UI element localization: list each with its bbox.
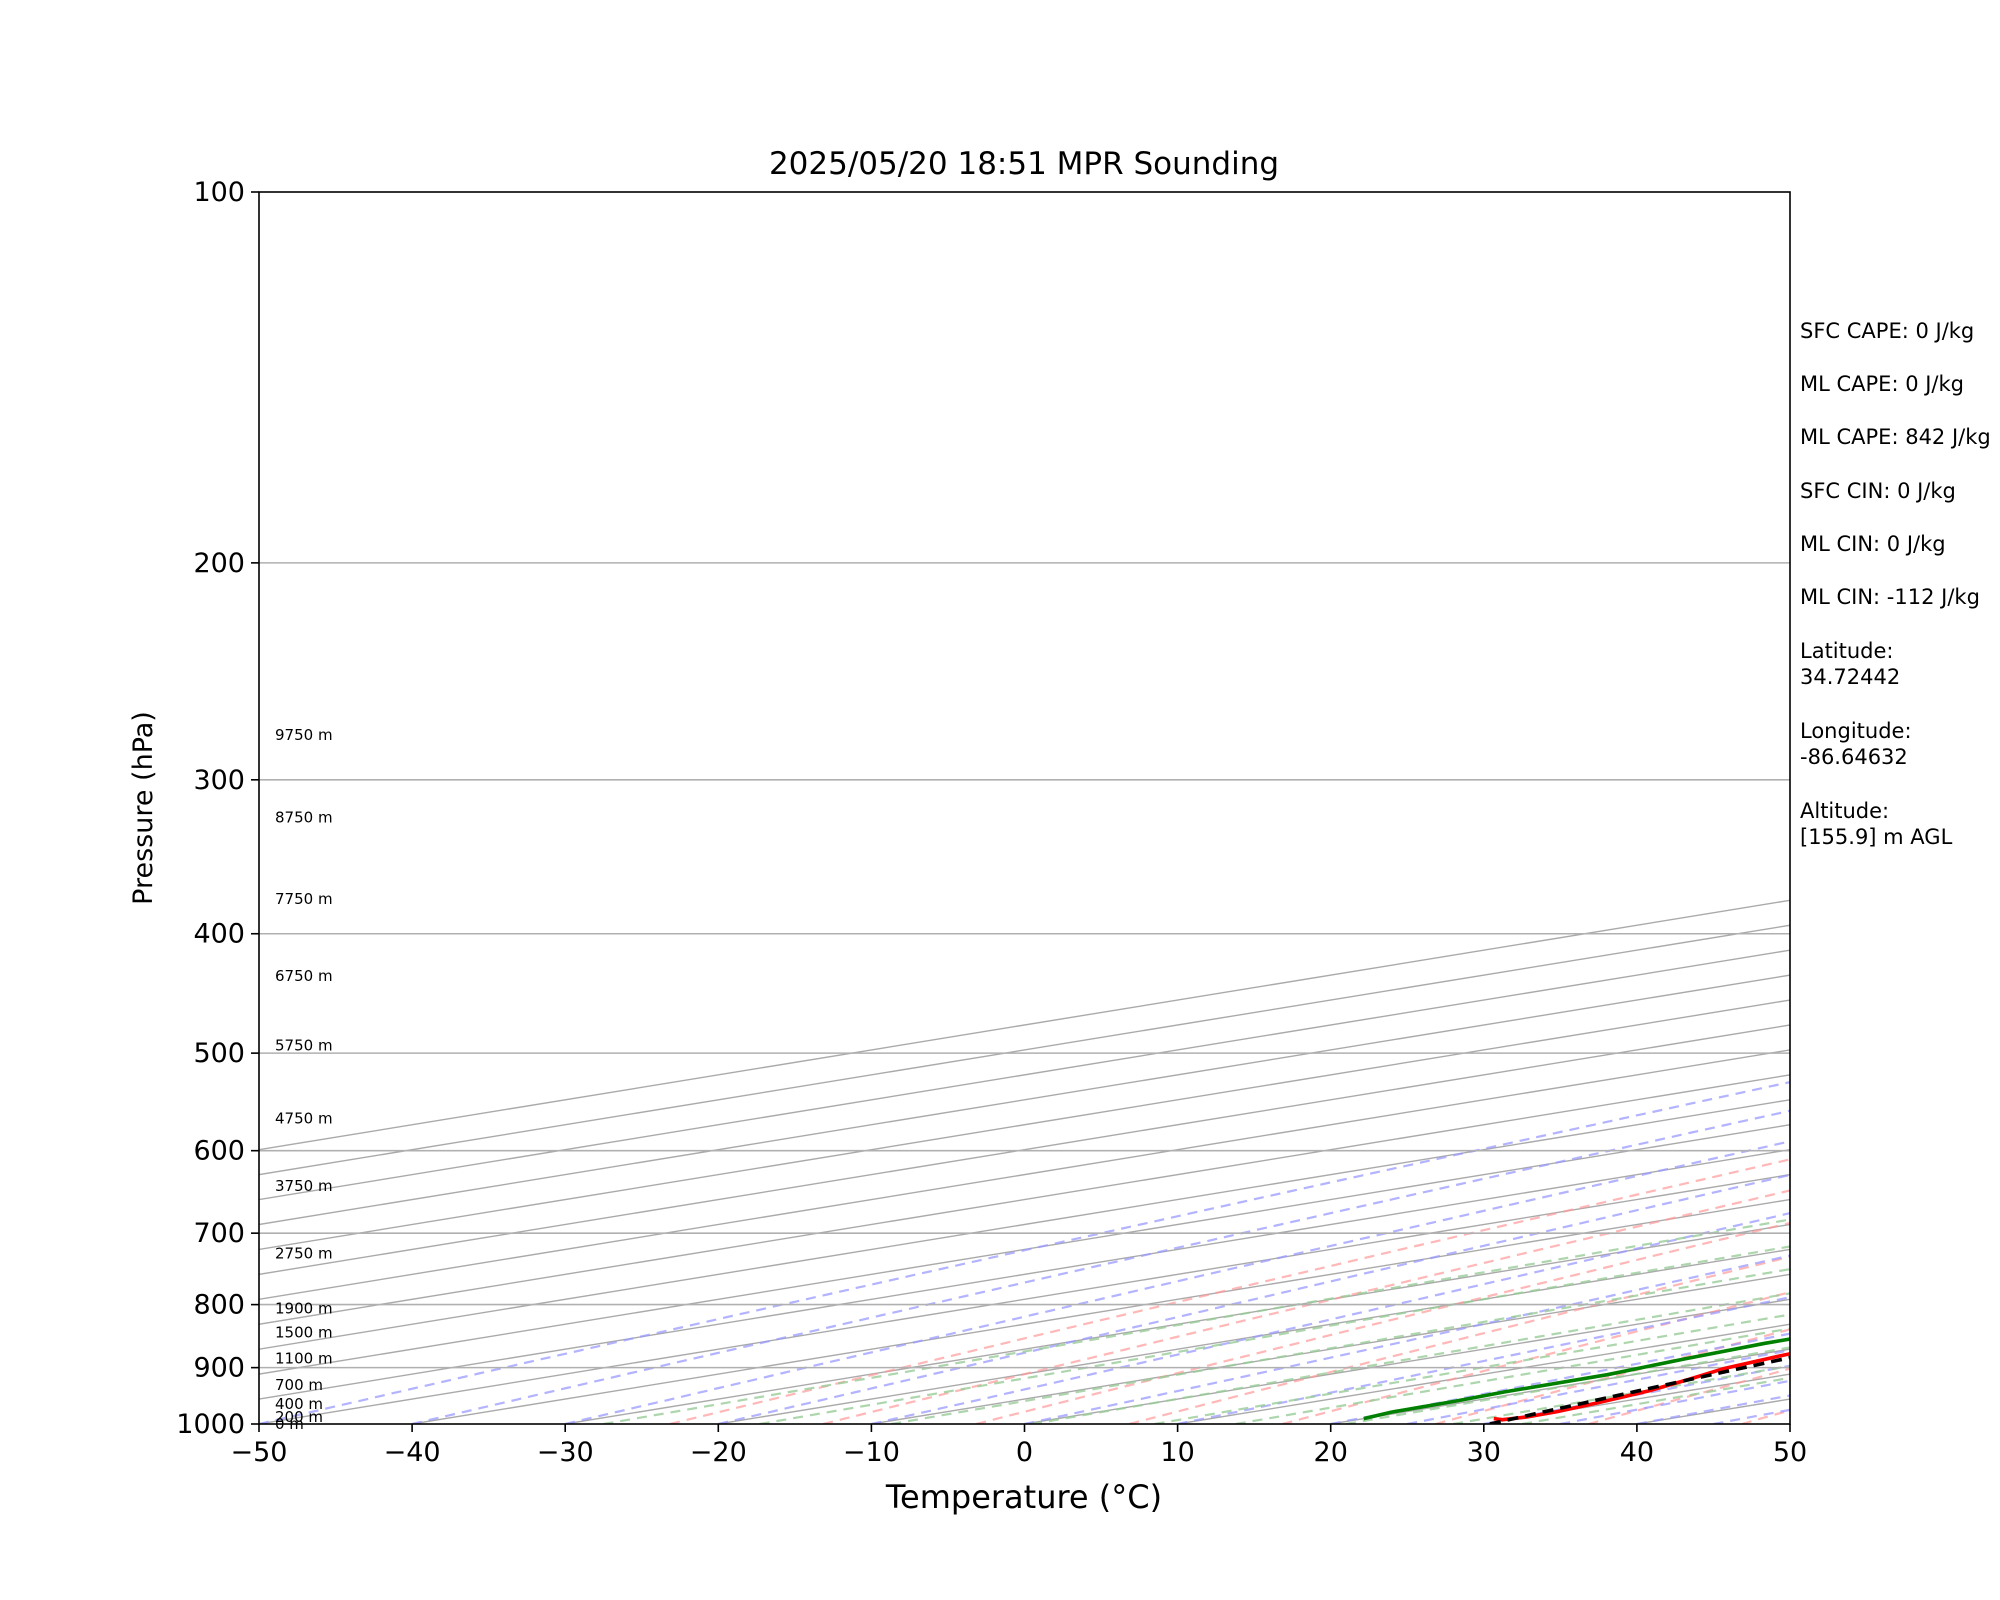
moist-adiabat-line bbox=[564, 1140, 1790, 1424]
y-tick-label: 200 bbox=[193, 548, 245, 579]
isotherm-line bbox=[259, 999, 1790, 1251]
stat-ml-cape: ML CAPE: 0 J/kg bbox=[1800, 372, 1964, 396]
height-label: 1500 m bbox=[275, 1324, 333, 1342]
moist-adiabat-line bbox=[1177, 1296, 1790, 1424]
x-axis-ticks: −50 −40 −30 −20 −10 0 10 20 30 40 50 bbox=[231, 1424, 1807, 1468]
y-axis-ticks: 100 200 300 400 500 600 700 800 900 1000 bbox=[176, 177, 259, 1440]
isotherm-line bbox=[259, 1074, 1790, 1325]
mixing-ratio-line bbox=[603, 1218, 1790, 1424]
y-tick-label: 700 bbox=[193, 1218, 245, 1249]
moist-adiabat-line bbox=[871, 1211, 1790, 1424]
x-tick-label: 0 bbox=[1016, 1437, 1033, 1468]
y-tick-label: 300 bbox=[193, 765, 245, 796]
height-label: 200 m bbox=[275, 1408, 323, 1426]
stat-sfc-cape: SFC CAPE: 0 J/kg bbox=[1800, 319, 1974, 343]
height-label: 9750 m bbox=[275, 726, 333, 744]
mixing-ratio-line bbox=[759, 1245, 1790, 1424]
y-tick-label: 600 bbox=[193, 1136, 245, 1167]
height-label: 1100 m bbox=[275, 1350, 333, 1368]
x-tick-label: −30 bbox=[537, 1437, 594, 1468]
y-tick-label: 400 bbox=[193, 919, 245, 950]
moist-adiabat-line bbox=[259, 1080, 1790, 1424]
height-label: 0 m bbox=[275, 1415, 304, 1433]
x-tick-label: 10 bbox=[1160, 1437, 1194, 1468]
longitude-value: -86.64632 bbox=[1800, 745, 1908, 769]
isotherm-line bbox=[259, 1099, 1790, 1350]
height-label: 7750 m bbox=[275, 890, 333, 908]
altitude-value: [155.9] m AGL bbox=[1800, 825, 1953, 849]
dry-adiabat-line bbox=[1282, 1291, 1790, 1424]
isotherm-line bbox=[259, 1148, 1790, 1400]
stat-ml-cin: ML CIN: 0 J/kg bbox=[1800, 532, 1946, 556]
height-label: 5750 m bbox=[275, 1037, 333, 1055]
mixing-ratio-line bbox=[1031, 1292, 1790, 1424]
x-tick-label: −20 bbox=[690, 1437, 747, 1468]
stat-ml-cin-2: ML CIN: -112 J/kg bbox=[1800, 585, 1980, 609]
y-tick-label: 900 bbox=[193, 1353, 245, 1384]
x-tick-label: −10 bbox=[843, 1437, 900, 1468]
height-label: 6750 m bbox=[275, 967, 333, 985]
x-tick-label: 50 bbox=[1773, 1437, 1807, 1468]
latitude-value: 34.72442 bbox=[1800, 665, 1900, 689]
y-axis-label: Pressure (hPa) bbox=[128, 711, 159, 905]
moist-adiabat-line bbox=[1024, 1254, 1790, 1424]
mixing-ratio-line bbox=[1154, 1313, 1790, 1424]
x-tick-label: 30 bbox=[1467, 1437, 1501, 1468]
mixing-ratio-line bbox=[1235, 1327, 1790, 1424]
dry-adiabat-line bbox=[822, 1189, 1790, 1424]
latitude-label: Latitude: bbox=[1800, 639, 1894, 663]
height-label: 1900 m bbox=[275, 1300, 333, 1318]
y-tick-label: 1000 bbox=[176, 1409, 245, 1440]
y-tick-label: 500 bbox=[193, 1038, 245, 1069]
moist-adiabat-line bbox=[411, 1109, 1790, 1424]
mixing-ratio-line bbox=[1521, 1376, 1790, 1424]
isotherm-line bbox=[259, 974, 1790, 1226]
height-label: 4750 m bbox=[275, 1110, 333, 1128]
pressure-grid bbox=[259, 562, 1790, 1369]
plot-frame bbox=[258, 191, 1791, 1425]
stats-panel: SFC CAPE: 0 J/kg ML CAPE: 0 J/kg ML CAPE… bbox=[1800, 319, 1991, 849]
height-label: 2750 m bbox=[275, 1244, 333, 1262]
chart-title: 2025/05/20 18:51 MPR Sounding bbox=[769, 146, 1279, 182]
isotherm-line bbox=[259, 1024, 1790, 1276]
y-tick-label: 100 bbox=[193, 177, 245, 208]
altitude-label: Altitude: bbox=[1800, 799, 1889, 823]
isotherm-line bbox=[411, 1198, 1790, 1424]
temperature-profile-line bbox=[1493, 1352, 1790, 1422]
x-tick-label: −40 bbox=[384, 1437, 441, 1468]
sounding-profiles bbox=[1363, 1337, 1790, 1424]
dry-adiabat-line bbox=[976, 1221, 1790, 1424]
isotherm-line bbox=[259, 1049, 1790, 1301]
x-tick-label: −50 bbox=[231, 1437, 288, 1468]
longitude-label: Longitude: bbox=[1800, 719, 1912, 743]
x-tick-label: 20 bbox=[1314, 1437, 1348, 1468]
height-label: 400 m bbox=[275, 1395, 323, 1413]
x-axis-label: Temperature (°C) bbox=[885, 1478, 1162, 1516]
x-tick-label: 40 bbox=[1620, 1437, 1654, 1468]
isotherm-line bbox=[259, 1124, 1790, 1375]
background-lines bbox=[259, 899, 1790, 1424]
height-label: 700 m bbox=[275, 1376, 323, 1394]
stat-ml-cape-2: ML CAPE: 842 J/kg bbox=[1800, 425, 1991, 449]
stat-sfc-cin: SFC CIN: 0 J/kg bbox=[1800, 479, 1956, 503]
y-tick-label: 800 bbox=[193, 1290, 245, 1321]
moist-adiabat-line bbox=[718, 1173, 1790, 1424]
mixing-ratio-line bbox=[891, 1268, 1790, 1424]
height-label: 8750 m bbox=[275, 809, 333, 827]
moist-adiabat-line bbox=[1330, 1332, 1790, 1424]
height-label: 3750 m bbox=[275, 1177, 333, 1195]
isotherm-line bbox=[259, 1173, 1790, 1424]
